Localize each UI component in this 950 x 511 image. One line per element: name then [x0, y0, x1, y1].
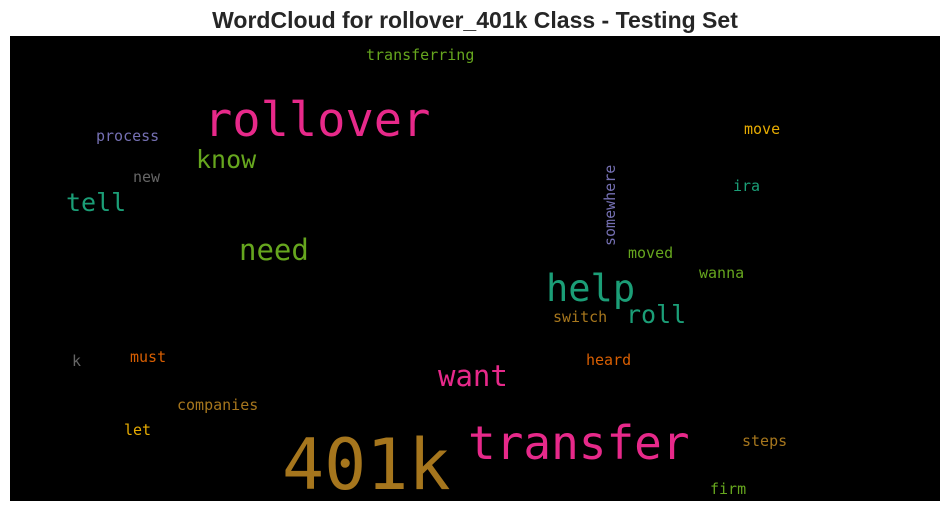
word-heard: heard: [586, 351, 632, 369]
word-ira: ira: [733, 177, 761, 195]
word-know: know: [196, 145, 257, 174]
word-moved: moved: [628, 244, 674, 262]
word-401k: 401k: [282, 424, 451, 501]
word-transferring: transferring: [366, 46, 475, 64]
word-need: need: [239, 233, 309, 267]
word-wanna: wanna: [699, 264, 745, 282]
chart-title: WordCloud for rollover_401k Class - Test…: [212, 7, 738, 33]
word-roll: roll: [626, 300, 687, 329]
word-somewhere: somewhere: [601, 164, 619, 246]
word-k: k: [72, 352, 82, 370]
word-process: process: [96, 127, 160, 145]
word-tell: tell: [66, 188, 127, 217]
word-let: let: [124, 421, 152, 439]
word-transfer: transfer: [468, 416, 690, 470]
word-must: must: [130, 348, 167, 366]
wordcloud-canvas: 401k transfer rollover help want need know tell…: [10, 36, 940, 501]
word-help: help: [546, 267, 636, 310]
word-firm: firm: [710, 480, 747, 498]
word-want: want: [438, 359, 508, 393]
word-steps: steps: [742, 432, 788, 450]
word-new: new: [133, 168, 161, 186]
word-companies: companies: [177, 396, 259, 414]
word-rollover: rollover: [204, 93, 431, 148]
word-move: move: [744, 120, 781, 138]
word-switch: switch: [553, 308, 608, 326]
